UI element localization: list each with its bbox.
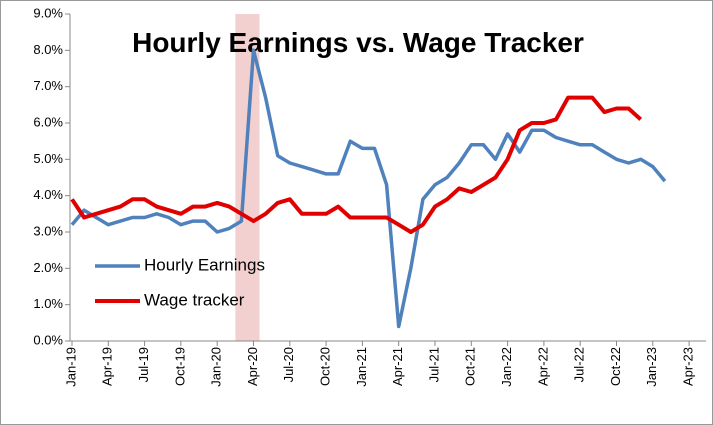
y-tick-label: 2.0% [33,260,63,275]
x-tick-label: Jul-20 [281,347,296,382]
y-tick-label: 0.0% [33,332,63,347]
y-tick-label: 1.0% [33,296,63,311]
x-tick-label: Jul-21 [426,347,441,382]
x-tick-label: Oct-21 [463,347,478,386]
y-tick-label: 7.0% [33,78,63,93]
x-tick-label: Jul-19 [136,347,151,382]
x-tick-label: Jan-19 [63,347,78,387]
x-tick-label: Jan-23 [644,347,659,387]
x-tick-label: Apr-20 [245,347,260,386]
legend-label: Wage tracker [144,290,245,309]
chart-title: Hourly Earnings vs. Wage Tracker [132,27,584,58]
y-tick-label: 4.0% [33,187,63,202]
legend-label: Hourly Earnings [144,255,265,274]
x-tick-label: Oct-20 [318,347,333,386]
x-tick-label: Apr-21 [390,347,405,386]
x-tick-label: Apr-19 [100,347,115,386]
x-tick-label: Apr-23 [681,347,696,386]
y-tick-label: 6.0% [33,114,63,129]
y-tick-label: 3.0% [33,223,63,238]
x-tick-label: Oct-22 [608,347,623,386]
x-tick-label: Oct-19 [172,347,187,386]
highlight-band [235,14,260,341]
x-tick-label: Jul-22 [572,347,587,382]
y-tick-label: 8.0% [33,42,63,57]
y-tick-label: 5.0% [33,151,63,166]
series-line [70,95,643,234]
y-tick-label: 9.0% [33,5,63,20]
x-tick-label: Jan-20 [209,347,224,387]
x-tick-label: Jan-22 [499,347,514,387]
x-tick-label: Jan-21 [354,347,369,387]
series-line [70,48,667,329]
x-tick-label: Apr-22 [535,347,550,386]
